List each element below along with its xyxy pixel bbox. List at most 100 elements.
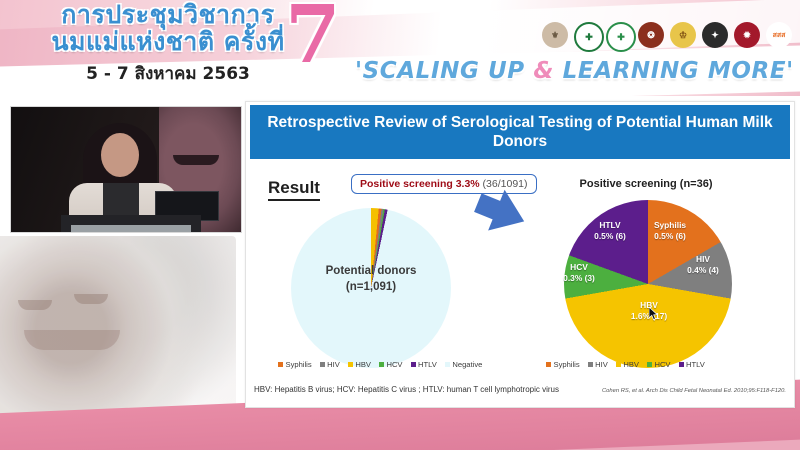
legend-label-syphilis: Syphilis xyxy=(285,360,312,369)
pie-slice-label-syphilis: Syphilis 0.5% (6) xyxy=(642,220,698,241)
slice-hiv-value: 0.4% (4) xyxy=(687,264,719,275)
slice-hcv-value: 0.3% (3) xyxy=(563,272,595,283)
slice-syphilis-value: 0.5% (6) xyxy=(654,230,686,241)
slice-hcv-name: HCV xyxy=(570,262,588,272)
speaker-video-panel[interactable] xyxy=(10,106,242,233)
legend2-swatch-hcv xyxy=(646,362,652,367)
logo-ministry-health-wrap: ❂ xyxy=(638,22,664,54)
speaker-face xyxy=(101,133,139,177)
logo-black-seal-icon: ✦ xyxy=(702,22,728,48)
legend2-item-hbv: HBV xyxy=(615,360,639,369)
slice-hbv-name: HBV xyxy=(640,300,658,310)
positive-screening-legend: Syphilis HIV HBV HCV HTLV xyxy=(546,360,705,369)
legend2-item-htlv: HTLV xyxy=(678,360,705,369)
logo-green-medical-1-icon: ✚ xyxy=(574,22,604,52)
result-heading: Result xyxy=(268,178,320,201)
legend-label-htlv: HTLV xyxy=(418,360,437,369)
conference-title-thai: การประชุมวิชาการ นมแม่แห่งชาติ ครั้งที่ … xyxy=(18,0,318,87)
background-child-photo xyxy=(0,236,236,436)
legend-item-hiv: HIV xyxy=(319,360,340,369)
legend-item-negative: Negative xyxy=(444,360,483,369)
logo-green-medical-1-wrap: ✚ xyxy=(574,22,604,54)
slide-footnote: HBV: Hepatitis B virus; HCV: Hepatitis C… xyxy=(254,385,786,394)
callout-percent: Positive screening 3.3% xyxy=(360,178,480,190)
potential-donors-pie-chart[interactable] xyxy=(291,208,451,368)
slice-htlv-name: HTLV xyxy=(599,220,621,230)
pie-slice-label-hcv: HCV 0.3% (3) xyxy=(556,262,602,283)
slice-htlv-value: 0.5% (6) xyxy=(594,230,626,241)
presentation-slide: Retrospective Review of Serological Test… xyxy=(245,101,795,408)
legend-swatch-syphilis xyxy=(278,362,283,367)
legend-item-syphilis: Syphilis xyxy=(278,360,312,369)
conference-title-line2: นมแม่แห่งชาติ ครั้งที่ xyxy=(51,27,285,57)
conference-title-line1: การประชุมวิชาการ xyxy=(61,0,275,29)
tagline-part2: LEARNING MORE' xyxy=(554,58,794,84)
logo-green-medical-2-wrap: ✚ xyxy=(606,22,636,54)
legend2-label-hiv: HIV xyxy=(595,360,608,369)
logo-thai-emblem-wrap: ♔ xyxy=(670,22,696,54)
logo-green-medical-2-icon: ✚ xyxy=(606,22,636,52)
positive-screening-pie-title: Positive screening (n=36) xyxy=(579,178,713,190)
slide-citation: Cohen RS, et al. Arch Dis Child Fetal Ne… xyxy=(602,388,786,394)
sponsor-logos: ⚜ ✚ ✚ ❂ ♔ ✦ ✹ สสส xyxy=(542,22,792,54)
legend-swatch-hcv xyxy=(378,362,384,367)
pie-slice-label-htlv: HTLV 0.5% (6) xyxy=(584,220,636,241)
legend2-label-syphilis: Syphilis xyxy=(553,360,580,369)
conference-edition-number: 7 xyxy=(285,0,341,81)
legend-label-hbv: HBV xyxy=(355,360,371,369)
legend-label-hcv: HCV xyxy=(386,360,403,369)
legend-item-hbv: HBV xyxy=(347,360,371,369)
conference-date: 5 - 7 สิงหาคม 2563 xyxy=(86,63,250,84)
legend-label-negative: Negative xyxy=(452,360,483,369)
slice-syphilis-name: Syphilis xyxy=(653,220,687,230)
video-baby-eye xyxy=(173,155,219,165)
positive-screening-callout: Positive screening 3.3% (36/1091) xyxy=(351,174,537,194)
logo-thai-emblem-icon: ♔ xyxy=(670,22,696,48)
legend2-swatch-htlv xyxy=(678,362,684,367)
legend-swatch-hbv xyxy=(347,362,353,367)
logo-ministry-health-icon: ❂ xyxy=(638,22,664,48)
child-photo-eye-right xyxy=(74,294,108,304)
mouse-cursor-icon xyxy=(649,307,658,321)
legend2-item-hcv: HCV xyxy=(646,360,671,369)
slice-hiv-name: HIV xyxy=(696,254,710,264)
potential-donors-title: Potential donors xyxy=(325,265,417,277)
legend2-item-hiv: HIV xyxy=(587,360,608,369)
slide-title: Retrospective Review of Serological Test… xyxy=(250,105,790,159)
logo-black-seal-wrap: ✦ xyxy=(702,22,728,54)
podium-base xyxy=(71,225,191,232)
legend-item-htlv: HTLV xyxy=(410,360,437,369)
tagline-ampersand: & xyxy=(533,58,555,84)
legend-label-hiv: HIV xyxy=(327,360,340,369)
abbreviation-note: HBV: Hepatitis B virus; HCV: Hepatitis C… xyxy=(254,385,559,394)
legend2-swatch-syphilis xyxy=(546,362,551,367)
conference-tagline: 'SCALING UP & LEARNING MORE' xyxy=(355,58,794,84)
tagline-part1: 'SCALING UP xyxy=(355,58,534,84)
callout-count: (36/1091) xyxy=(479,178,528,190)
legend-swatch-hiv xyxy=(319,362,325,367)
potential-donors-legend: Syphilis HIV HBV HCV HTLV Negative xyxy=(278,360,482,369)
logo-royal-seal-wrap: ⚜ xyxy=(542,22,568,54)
logo-red-seal-wrap: ✹ xyxy=(734,22,760,54)
logo-thaihealth-wrap: สสส xyxy=(766,22,792,54)
logo-royal-seal-icon: ⚜ xyxy=(542,22,568,48)
legend2-swatch-hbv xyxy=(615,362,621,367)
child-photo-eye-left xyxy=(18,300,52,310)
flow-arrow-icon xyxy=(474,189,525,231)
potential-donors-center-label: Potential donors (n=1,091) xyxy=(291,264,451,295)
legend2-label-htlv: HTLV xyxy=(686,360,705,369)
legend2-item-syphilis: Syphilis xyxy=(546,360,580,369)
legend2-label-hbv: HBV xyxy=(623,360,639,369)
child-photo-smile xyxy=(24,330,120,350)
legend-item-hcv: HCV xyxy=(378,360,403,369)
legend2-label-hcv: HCV xyxy=(654,360,671,369)
legend2-swatch-hiv xyxy=(587,362,593,367)
legend-swatch-htlv xyxy=(410,362,416,367)
legend-swatch-negative xyxy=(444,362,450,367)
logo-red-seal-icon: ✹ xyxy=(734,22,760,48)
pie-slice-label-hiv: HIV 0.4% (4) xyxy=(678,254,728,275)
logo-thaihealth-icon: สสส xyxy=(766,22,792,48)
positive-screening-pie-chart[interactable] xyxy=(564,200,732,368)
potential-donors-count: (n=1,091) xyxy=(345,280,397,293)
